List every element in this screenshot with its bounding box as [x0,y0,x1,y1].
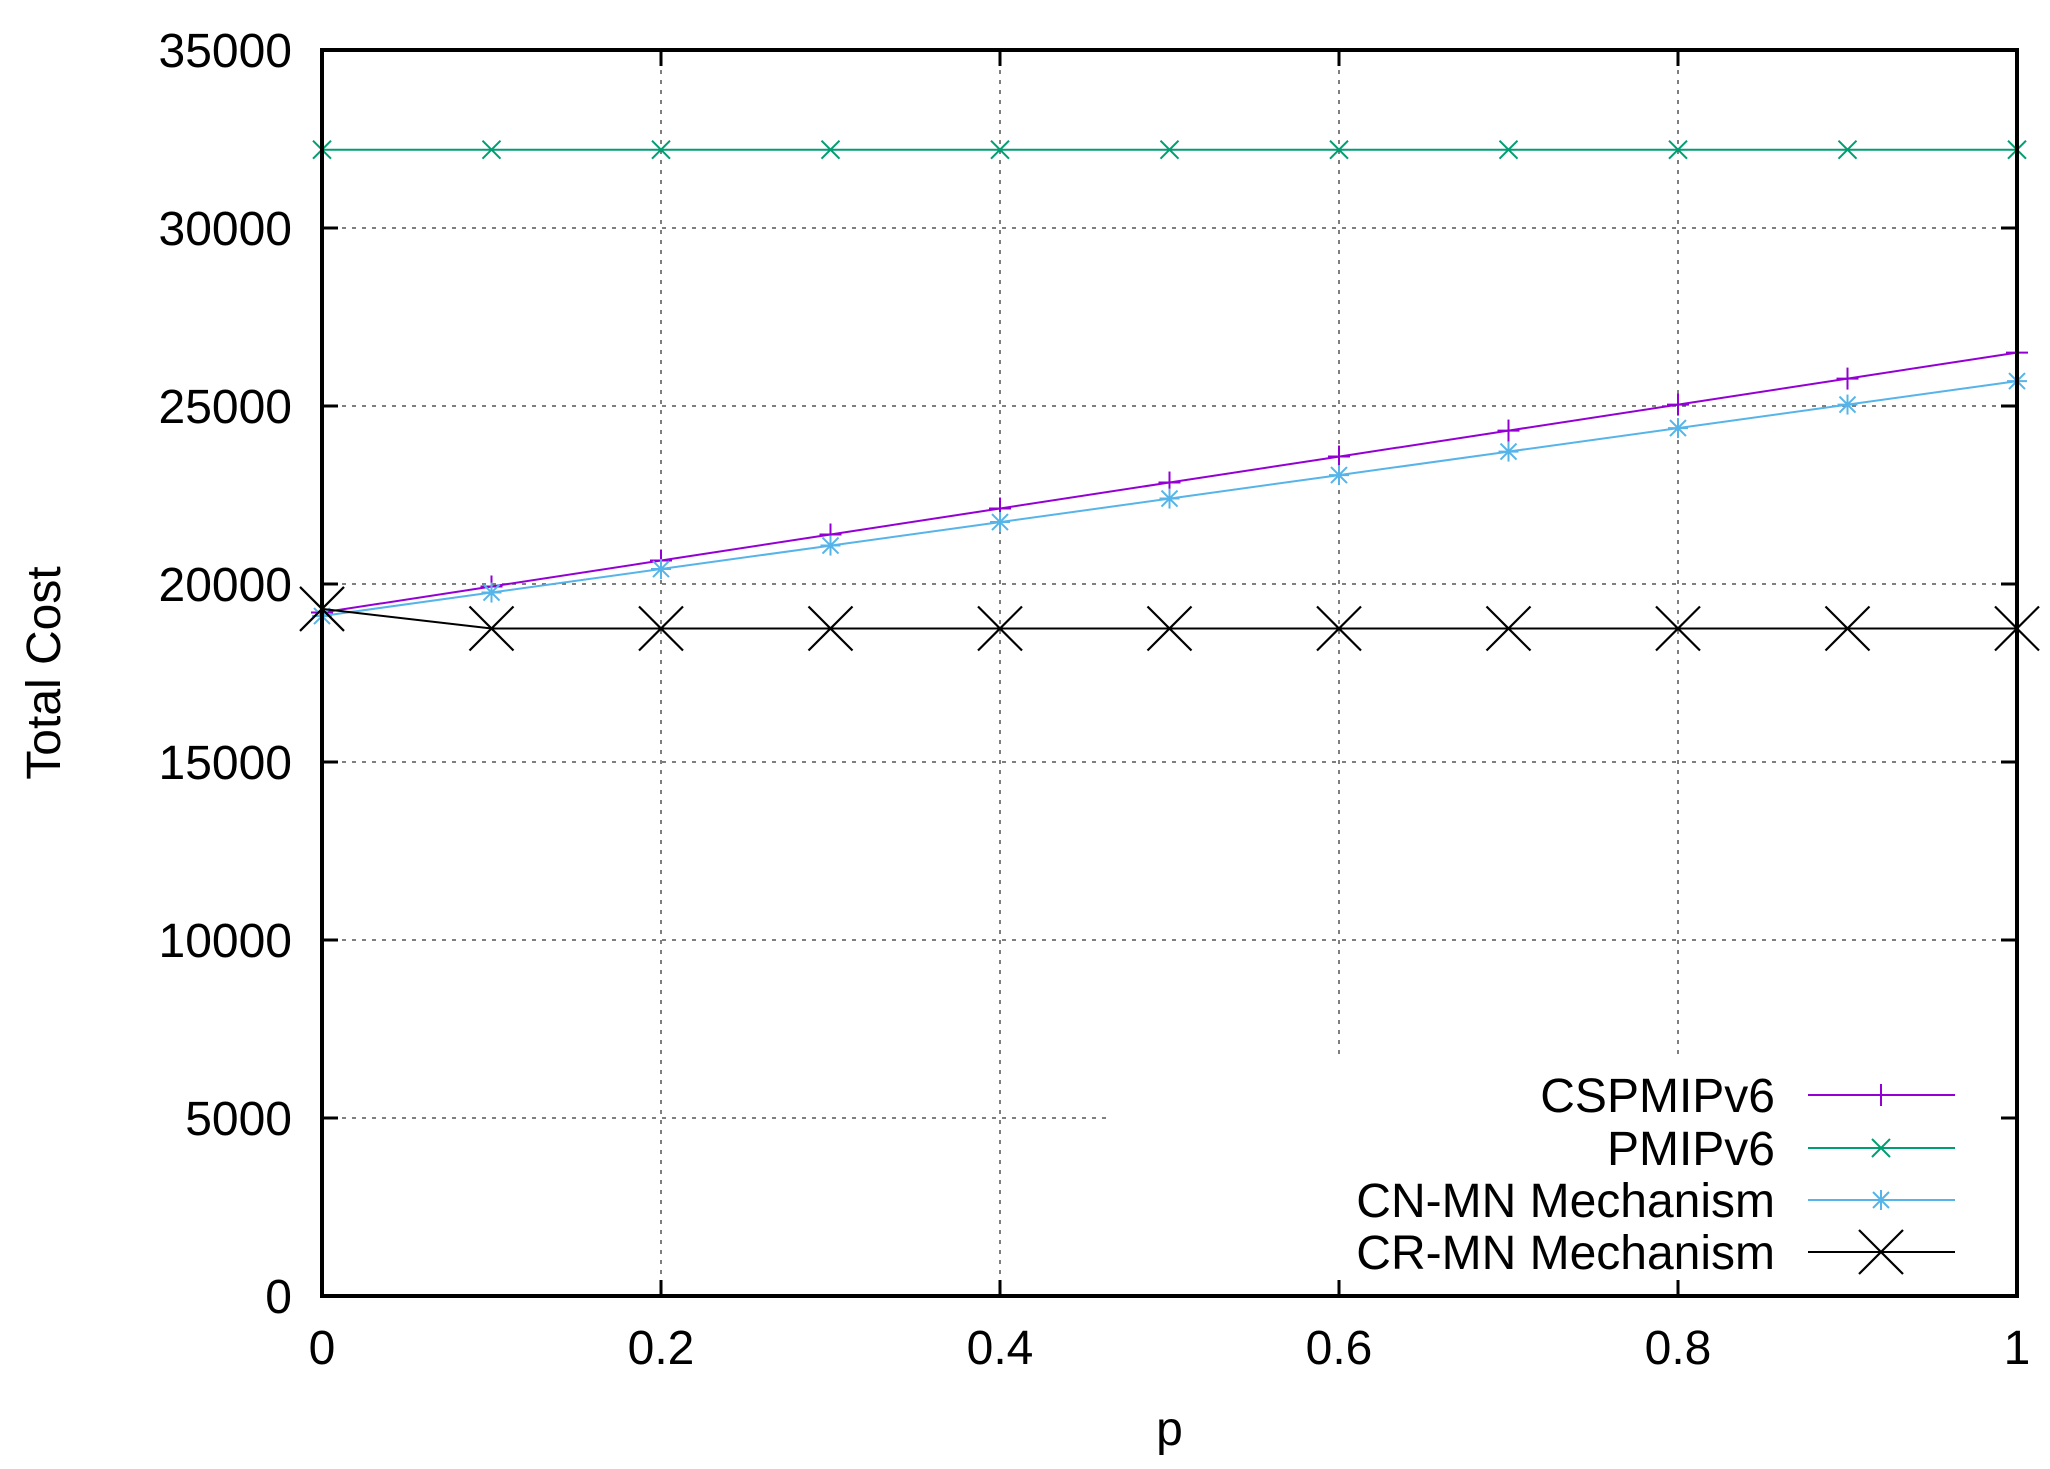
marker-stroke [990,139,1010,160]
data-point [638,605,684,652]
plot-frame [320,48,2019,1298]
x-tick-label: 0.4 [967,1322,1034,1375]
y-tick-label: 15000 [159,737,292,790]
marker-stroke [977,605,1023,652]
x-tick-label: 0.8 [1645,1322,1712,1375]
marker-stroke [1655,605,1701,652]
x-tick-label: 0 [309,1322,336,1375]
x-tick-label: 1 [2004,1322,2031,1375]
data-point [1837,394,1858,415]
legend-item: CR-MN Mechanism [1356,1227,1955,1280]
marker-stroke [468,605,515,652]
marker-stroke [652,560,670,578]
data-point [1871,1138,1891,1158]
data-point [990,139,1010,160]
marker-stroke [1871,1138,1891,1158]
data-point [990,512,1010,533]
x-tick-label: 0.2 [628,1322,695,1375]
x-axis-title: p [1156,1403,1183,1456]
data-point [1329,465,1349,486]
marker-stroke [1485,605,1532,652]
data-point [820,535,841,556]
marker-stroke [1838,395,1857,414]
marker-stroke [1498,139,1519,160]
marker-stroke [1858,1229,1904,1275]
marker-stroke [1329,139,1349,160]
legend-item: CN-MN Mechanism [1356,1175,1955,1228]
marker-stroke [821,536,840,555]
legend-item: PMIPv6 [1607,1123,1955,1176]
marker-stroke [1872,1191,1890,1209]
data-point [481,582,502,603]
marker-stroke [1837,139,1858,160]
legend-label: PMIPv6 [1607,1123,1775,1176]
series [312,139,2027,160]
y-tick-label: 35000 [159,25,292,78]
data-point [1836,367,1859,390]
x-tick-label: 0.6 [1306,1322,1373,1375]
y-tick-label: 0 [265,1271,292,1324]
legend-item: CSPMIPv6 [1540,1070,1955,1123]
data-point [977,605,1023,652]
marker-stroke [1316,605,1362,652]
data-point [807,605,854,652]
marker-stroke [820,139,841,160]
legend-label: CR-MN Mechanism [1356,1227,1775,1280]
marker-stroke [482,583,501,602]
marker-stroke [1668,139,1688,160]
data-point [1316,605,1362,652]
data-point [1159,488,1180,509]
data-point [1858,1229,1904,1275]
data-point [1498,139,1519,160]
marker-stroke [1146,605,1193,652]
axis-ticks [320,48,2019,1298]
data-point [1329,139,1349,160]
marker-stroke [1159,139,1180,160]
marker-stroke [807,605,854,652]
data-point [1159,139,1180,160]
y-tick-label: 25000 [159,381,292,434]
data-point [1824,605,1871,652]
data-point [1498,441,1519,462]
marker-stroke [991,513,1009,531]
data-point [1655,605,1701,652]
legend-label: CN-MN Mechanism [1356,1175,1775,1228]
tick-labels: 0 0.2 0.4 0.6 0.8 1 0 5000 10000 15000 20000 25000 3… [159,25,2031,1375]
y-tick-label: 5000 [185,1093,292,1146]
y-tick-label: 20000 [159,559,292,612]
data-point [651,139,671,160]
data-point [1146,605,1193,652]
data-point [1328,445,1350,468]
data-point [1837,139,1858,160]
data-point [1668,418,1688,439]
marker-stroke [1330,466,1348,484]
data-point [1667,393,1689,416]
marker-stroke [638,605,684,652]
series [312,371,2027,627]
data-point [481,139,502,160]
plot-series [299,139,2040,652]
data-point [1668,139,1688,160]
legend-label: CSPMIPv6 [1540,1070,1775,1123]
marker-stroke [651,139,671,160]
data-point [1497,419,1520,442]
data-point [468,605,515,652]
marker-stroke [1824,605,1871,652]
data-point [1485,605,1532,652]
marker-stroke [1669,419,1687,437]
data-point [1871,1190,1891,1210]
y-tick-label: 30000 [159,203,292,256]
y-tick-label: 10000 [159,915,292,968]
marker-stroke [1160,489,1179,508]
marker-stroke [481,139,502,160]
data-point [820,139,841,160]
data-point [651,559,671,580]
grid-lines [322,50,2017,1296]
y-axis-title: Total Cost [18,566,71,779]
data-point [1870,1084,1892,1106]
marker-stroke [1499,442,1518,461]
